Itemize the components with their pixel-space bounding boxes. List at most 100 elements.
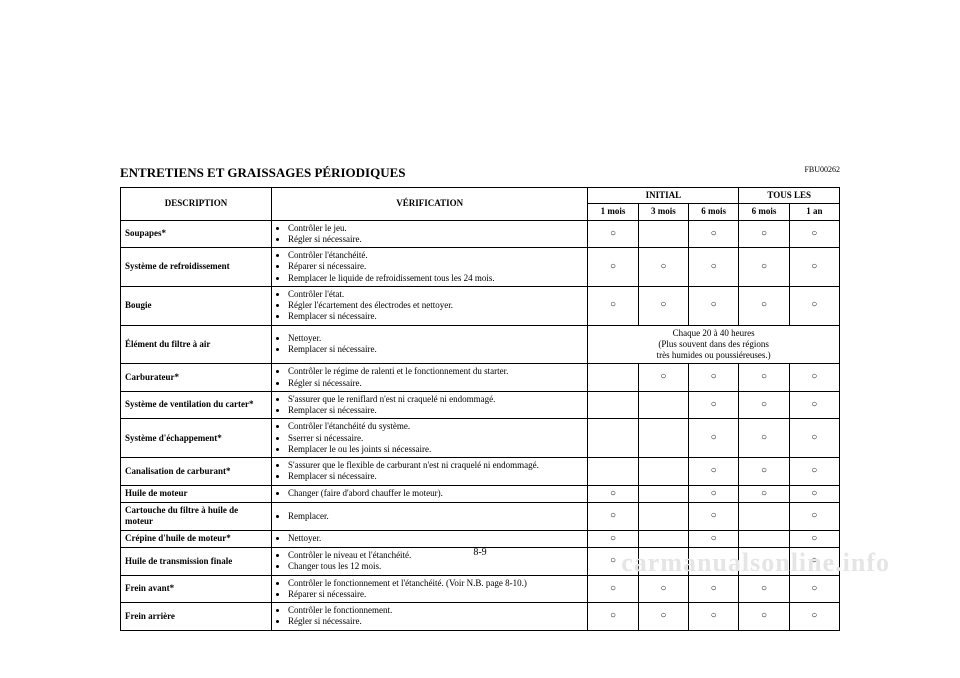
verification-item: Remplacer si nécessaire. <box>288 471 583 482</box>
verification-item: Régler si nécessaire. <box>288 234 583 245</box>
check-mark-icon: ○ <box>811 583 817 594</box>
period-cell: ○ <box>638 603 688 631</box>
period-cell: ○ <box>789 530 839 548</box>
check-mark-icon: ○ <box>660 299 666 310</box>
row-description: Système de ventilation du carter* <box>121 391 272 419</box>
period-cell: ○ <box>789 419 839 458</box>
table-row: Canalisation de carburant*S'assurer que … <box>121 458 840 486</box>
check-mark-icon: ○ <box>711 399 717 410</box>
verification-item: Remplacer si nécessaire. <box>288 311 583 322</box>
table-row: Frein avant* Contrôler le fonctionnement … <box>121 575 840 603</box>
period-cell <box>638 530 688 548</box>
period-cell: ○ <box>739 458 789 486</box>
row-description: Frein avant* <box>121 575 272 603</box>
check-mark-icon: ○ <box>660 371 666 382</box>
period-cell: ○ <box>789 364 839 392</box>
period-cell <box>739 503 789 531</box>
verification-item: Remplacer le ou les joints si nécessaire… <box>288 444 583 455</box>
check-mark-icon: ○ <box>610 510 616 521</box>
check-mark-icon: ○ <box>811 399 817 410</box>
verification-item: Régler si nécessaire. <box>288 616 583 627</box>
period-cell: ○ <box>789 503 839 531</box>
period-cell: ○ <box>689 530 739 548</box>
row-verification: Contrôler le jeu.Régler si nécessaire. <box>271 220 587 248</box>
verification-item: Contrôler le fonctionnement. <box>288 605 583 616</box>
check-mark-icon: ○ <box>660 583 666 594</box>
period-cell: ○ <box>739 286 789 325</box>
table-header: DESCRIPTION VÉRIFICATION INITIAL TOUS LE… <box>121 188 840 221</box>
period-cell <box>588 458 638 486</box>
row-verification: Contrôler l'étanchéité du système.Sserre… <box>271 419 587 458</box>
row-verification: Contrôler le fonctionnement et l'étanché… <box>271 575 587 603</box>
table-row: BougieContrôler l'état.Régler l'écarteme… <box>121 286 840 325</box>
row-verification: S'assurer que le reniflard n'est ni craq… <box>271 391 587 419</box>
period-cell: ○ <box>739 391 789 419</box>
period-cell: ○ <box>588 575 638 603</box>
period-cell <box>638 391 688 419</box>
check-mark-icon: ○ <box>711 432 717 443</box>
period-cell <box>588 419 638 458</box>
period-cell: ○ <box>588 485 638 503</box>
period-cell: ○ <box>689 419 739 458</box>
period-cell <box>638 220 688 248</box>
period-cell: ○ <box>739 220 789 248</box>
period-cell: ○ <box>689 220 739 248</box>
period-cell: ○ <box>588 603 638 631</box>
check-mark-icon: ○ <box>811 261 817 272</box>
table-row: Système de refroidissementContrôler l'ét… <box>121 248 840 287</box>
period-cell: ○ <box>588 220 638 248</box>
check-mark-icon: ○ <box>761 299 767 310</box>
check-mark-icon: ○ <box>761 465 767 476</box>
row-verification: Nettoyer.Remplacer si nécessaire. <box>271 325 587 364</box>
check-mark-icon: ○ <box>610 610 616 621</box>
check-mark-icon: ○ <box>811 488 817 499</box>
check-mark-icon: ○ <box>761 371 767 382</box>
period-cell: ○ <box>588 530 638 548</box>
period-cell: ○ <box>689 286 739 325</box>
check-mark-icon: ○ <box>711 583 717 594</box>
row-verification: Contrôler le régime de ralenti et le fon… <box>271 364 587 392</box>
period-cell: ○ <box>638 286 688 325</box>
verification-item: Réparer si nécessaire. <box>288 589 583 600</box>
check-mark-icon: ○ <box>761 228 767 239</box>
table-row: Cartouche du filtre à huile de moteurRem… <box>121 503 840 531</box>
check-mark-icon: ○ <box>761 583 767 594</box>
period-cell <box>638 419 688 458</box>
check-mark-icon: ○ <box>711 261 717 272</box>
table-row: Soupapes*Contrôler le jeu.Régler si néce… <box>121 220 840 248</box>
period-cell <box>638 485 688 503</box>
period-cell: ○ <box>689 391 739 419</box>
period-cell: ○ <box>789 603 839 631</box>
period-cell: ○ <box>588 248 638 287</box>
reference-code: FBU00262 <box>804 165 840 174</box>
header-period-2: 3 mois <box>638 204 688 220</box>
verification-item: S'assurer que le reniflard n'est ni craq… <box>288 394 583 405</box>
period-cell: ○ <box>789 391 839 419</box>
period-cell: ○ <box>638 248 688 287</box>
verification-item: Sserrer si nécessaire. <box>288 433 583 444</box>
period-cell: ○ <box>789 220 839 248</box>
header-tous-les: TOUS LES <box>739 188 840 204</box>
verification-item: Remplacer si nécessaire. <box>288 344 583 355</box>
row-description: Carburateur* <box>121 364 272 392</box>
verification-item: Contrôler le fonctionnement et l'étanché… <box>288 578 583 589</box>
header-period-4: 6 mois <box>739 204 789 220</box>
check-mark-icon: ○ <box>610 488 616 499</box>
check-mark-icon: ○ <box>811 299 817 310</box>
period-cell: ○ <box>739 419 789 458</box>
verification-item: Changer tous les 12 mois. <box>288 561 583 572</box>
period-cell: ○ <box>689 575 739 603</box>
period-cell: ○ <box>739 248 789 287</box>
verification-item: S'assurer que le flexible de carburant n… <box>288 460 583 471</box>
header-period-1: 1 mois <box>588 204 638 220</box>
check-mark-icon: ○ <box>811 465 817 476</box>
check-mark-icon: ○ <box>711 510 717 521</box>
period-cell <box>588 391 638 419</box>
period-cell: ○ <box>689 485 739 503</box>
period-cell: ○ <box>789 286 839 325</box>
table-row: Élément du filtre à airNettoyer.Remplace… <box>121 325 840 364</box>
verification-item: Contrôler le régime de ralenti et le fon… <box>288 366 583 377</box>
row-note: Chaque 20 à 40 heures(Plus souvent dans … <box>588 325 840 364</box>
header-period-5: 1 an <box>789 204 839 220</box>
check-mark-icon: ○ <box>811 228 817 239</box>
